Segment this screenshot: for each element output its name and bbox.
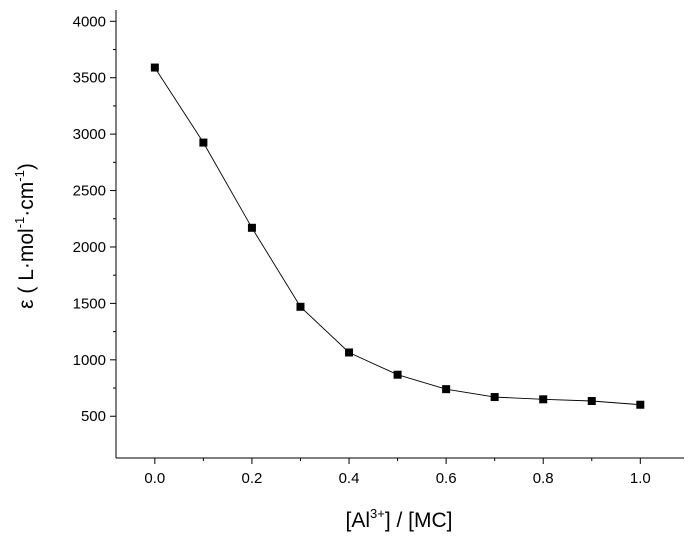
data-point [587, 397, 596, 406]
y-axis: 500 1000 1500 2000 2500 3000 3500 4000 [73, 13, 116, 425]
y-axis-title-sup1: -1 [12, 217, 27, 229]
y-tick-label: 2500 [73, 183, 106, 200]
plot-frame [115, 10, 684, 459]
x-tick-label: 0.6 [436, 470, 457, 487]
x-tick-label: 0.2 [242, 470, 263, 487]
y-axis-title-part1: ε ( L·mol [15, 228, 38, 309]
y-tick-label: 3500 [73, 70, 106, 87]
data-point [393, 370, 402, 379]
data-point [636, 400, 645, 409]
data-point [199, 138, 208, 147]
x-axis-title-post: ] / [MC] [385, 509, 453, 532]
y-axis-title: ε ( L·mol-1·cm-1) [12, 163, 38, 309]
y-tick-label: 500 [81, 408, 106, 425]
x-tick-label: 0.4 [339, 470, 360, 487]
x-tick-label: 0.8 [533, 470, 554, 487]
series-line [154, 67, 641, 406]
y-axis-title-sup2: -1 [12, 170, 27, 182]
x-axis: 0.0 0.2 0.4 0.6 0.8 1.0 [144, 458, 651, 487]
data-point [442, 385, 451, 394]
data-point [490, 393, 499, 402]
series-line-group [154, 67, 641, 406]
x-axis-title: [Al3+] / [MC] [345, 506, 452, 532]
y-tick-label: 1000 [73, 352, 106, 369]
series-points-group [150, 63, 645, 409]
x-tick-label: 0.0 [144, 470, 165, 487]
x-axis-title-sup: 3+ [370, 506, 385, 521]
data-point [247, 223, 256, 232]
y-axis-title-part2: ·cm [15, 182, 38, 217]
x-axis-title-pre: [Al [345, 509, 370, 532]
y-tick-label: 1500 [73, 295, 106, 312]
y-axis-title-part3: ) [15, 163, 38, 170]
y-tick-label: 2000 [73, 239, 106, 256]
x-tick-label: 1.0 [630, 470, 651, 487]
data-point [345, 348, 354, 357]
y-tick-label: 4000 [73, 13, 106, 30]
data-point [296, 302, 305, 311]
y-tick-label: 3000 [73, 126, 106, 143]
data-point [150, 63, 159, 72]
data-point [539, 395, 548, 404]
